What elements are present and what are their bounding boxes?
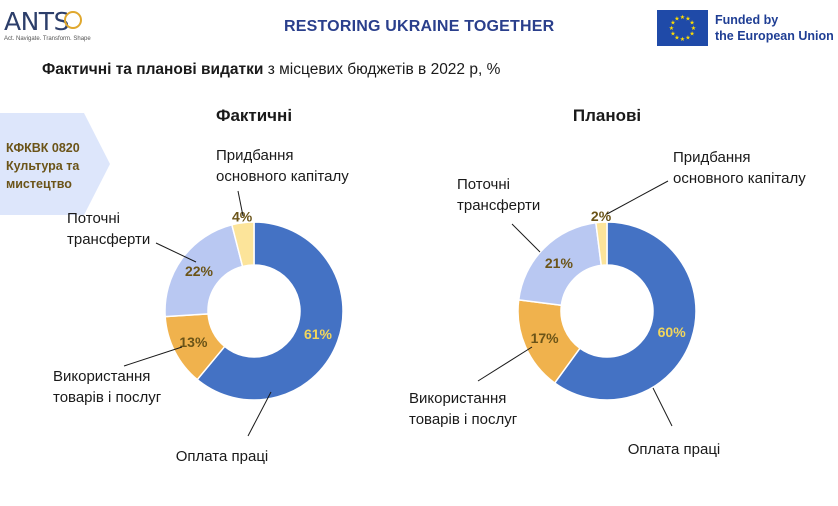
leader-line [511,223,541,253]
budget-code-text: КФКВК 0820 Культура та мистецтво [6,139,80,193]
eu-star-icon: ★ [689,20,694,27]
eu-star-icon: ★ [685,35,690,42]
data-label: 21% [545,255,574,271]
category-label: Поточні трансферти [457,176,540,214]
eu-flag-icon: ★ ★ ★ ★ ★ ★ ★ ★ ★ ★ ★ ★ [657,10,708,46]
category-label: Використання товарів і послуг [53,368,162,406]
data-label: 4% [232,209,253,225]
eu-star-icon: ★ [670,20,675,27]
logo-text: ANTS [4,7,69,36]
code-line-3: мистецтво [6,177,72,191]
leader-line [155,242,197,263]
header-title: RESTORING UKRAINE TOGETHER [284,18,555,35]
eu-star-icon: ★ [689,31,694,38]
data-label: 22% [185,263,214,279]
eu-star-icon: ★ [680,36,685,43]
code-line-1: КФКВК 0820 [6,141,80,155]
subtitle-rest: з місцевих бюджетів в 2022 р, % [263,61,501,78]
leader-line [123,346,183,367]
logo-tagline: Act. Navigate. Transform. Shape [4,36,91,42]
leader-line [652,387,673,427]
eu-star-icon: ★ [669,25,674,32]
leader-line [247,391,272,437]
eu-star-icon: ★ [674,16,679,23]
leader-line [477,346,533,382]
data-label: 60% [658,324,687,340]
chart-title: Планові [573,106,641,125]
eu-star-icon: ★ [691,25,696,32]
chart-title: Фактичні [216,106,292,125]
leader-line [606,180,669,215]
donut-slice [230,221,255,268]
data-label: 2% [591,208,612,224]
leader-line [237,190,244,217]
category-label: Придбання основного капіталу [673,149,806,187]
eu-star-icon: ★ [680,14,685,21]
data-label: 13% [179,334,208,350]
eu-line-1: Funded by [715,13,779,27]
data-label: 61% [304,326,333,342]
category-label: Придбання основного капіталу [216,147,349,185]
category-label: Оплата праці [628,441,721,458]
eu-line-2: the European Union [715,29,834,43]
eu-star-icon: ★ [685,16,690,23]
chart-subtitle: Фактичні та планові видатки з місцевих б… [42,61,500,79]
code-line-2: Культура та [6,159,80,173]
category-label: Поточні трансферти [67,210,150,248]
category-label: Оплата праці [176,448,269,465]
donut-slice [553,221,697,401]
donut-slice [196,221,344,401]
subtitle-bold: Фактичні та планові видатки [42,61,264,78]
category-label: Використання товарів і послуг [409,390,518,428]
logo-ring-icon [64,11,82,29]
data-label: 17% [531,330,560,346]
eu-star-icon: ★ [674,35,679,42]
eu-funding-text: Funded by the European Union [715,12,834,44]
budget-code-box: КФКВК 0820 Культура та мистецтво [0,113,110,215]
donut-slice [595,221,608,267]
ants-logo: ANTS Act. Navigate. Transform. Shape [4,8,94,48]
eu-star-icon: ★ [670,31,675,38]
